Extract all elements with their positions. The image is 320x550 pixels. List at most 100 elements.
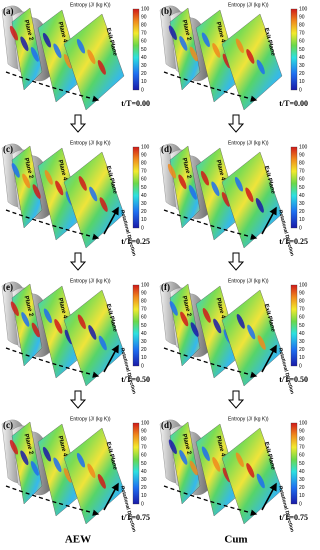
colorbar-tick: 100	[141, 144, 150, 150]
contour-blob	[169, 301, 178, 316]
colorbar-title: Entropy (J/ (kg K))	[228, 2, 269, 8]
contour-blob	[180, 311, 189, 327]
contour-blob	[63, 468, 72, 483]
sweep-arrow	[5, 209, 100, 240]
colorbar-tick: 10	[141, 355, 147, 361]
contour-blob	[201, 32, 210, 48]
colorbar-tick: 20	[141, 485, 147, 491]
contour-blob	[76, 38, 86, 54]
contour-blob	[53, 457, 62, 473]
colorbar-tick: 40	[141, 469, 147, 475]
contour-plane	[169, 283, 201, 367]
colorbar-title: Entropy (J/ (kg K))	[70, 416, 111, 422]
contour-blob	[87, 463, 96, 479]
contour-blob	[235, 452, 244, 468]
panel: Plane 2 Plane 4 Exit Plane(f)Entropy (J/ (…	[159, 278, 308, 395]
time-label: t/T=0.00	[279, 99, 308, 108]
colorbar-tick: 30	[299, 63, 305, 69]
colorbar-tick: 90	[141, 290, 147, 296]
sweep-arrow	[163, 209, 258, 240]
colorbar-tick: 40	[141, 193, 147, 199]
colorbar-tick: 40	[141, 331, 147, 337]
colorbar-tick: 0	[141, 363, 144, 369]
step-arrow	[69, 114, 87, 133]
colorbar-tick: 70	[141, 445, 147, 451]
contour-blob	[42, 446, 52, 462]
time-label: t/T=0.25	[279, 237, 308, 246]
colorbar-tick: 80	[299, 161, 305, 167]
colorbar-tick: 30	[299, 477, 305, 483]
colorbar-title: Entropy (J/ (kg K))	[228, 416, 269, 422]
colorbar-title: Entropy (J/ (kg K))	[228, 140, 269, 146]
colorbar-tick: 60	[141, 453, 147, 459]
panel: Plane 2 Plane 4 Exit Plane(c)Entropy (J/ (…	[1, 140, 150, 257]
contour-blob	[221, 192, 230, 207]
colorbar-tick: 0	[141, 87, 144, 93]
colorbar-tick: 90	[299, 290, 305, 296]
colorbar-tick: 50	[141, 461, 147, 467]
rotation-arrow	[261, 206, 277, 235]
colorbar-tick: 60	[141, 315, 147, 321]
contour-blob	[189, 46, 198, 62]
colorbar-tick: 20	[299, 209, 305, 215]
colorbar-tick: 50	[141, 323, 147, 329]
step-arrow	[227, 252, 245, 271]
colorbar-tick: 80	[141, 299, 147, 305]
colorbar-tick: 60	[299, 453, 305, 459]
contour-blob	[20, 450, 29, 466]
rotation-arrow	[103, 344, 119, 373]
plane-label: Plane 2	[181, 157, 192, 179]
contour-plane	[221, 289, 283, 387]
colorbar-tick: 50	[141, 185, 147, 191]
colorbar-tick: 0	[299, 501, 302, 507]
colorbar-tick: 10	[141, 493, 147, 499]
colorbar-tick: 30	[141, 339, 147, 345]
panel-label: (d)	[161, 420, 172, 430]
colorbar-tick: 60	[299, 315, 305, 321]
colorbar-tick: 10	[299, 355, 305, 361]
contour-blob	[168, 25, 177, 41]
panel: Plane 2 Plane 4 Exit Plane(a)Entropy (J/ (…	[1, 2, 150, 111]
panel: Plane 2 Plane 4 Exit Plane(d)Entropy (J/ (…	[159, 416, 308, 533]
colorbar-tick: 90	[141, 428, 147, 434]
colorbar-tick: 20	[299, 347, 305, 353]
colorbar-tick: 10	[141, 217, 147, 223]
contour-blob	[255, 198, 264, 213]
plane-label: Plane 2	[181, 295, 192, 317]
contour-blob	[201, 446, 210, 462]
plane-label: Plane 4	[57, 159, 68, 181]
rotation-arrow	[261, 344, 277, 373]
contour-blob	[200, 170, 210, 186]
contour-blob	[168, 439, 177, 455]
colorbar	[290, 146, 298, 229]
colorbar-tick: 90	[299, 14, 305, 20]
colorbar-tick: 30	[141, 201, 147, 207]
colorbar	[132, 146, 140, 229]
colorbar-tick: 50	[141, 47, 147, 53]
contour-blob	[246, 463, 255, 478]
step-arrow	[69, 252, 87, 271]
contour-blob	[212, 43, 221, 58]
colorbar-tick: 0	[141, 501, 144, 507]
colorbar-tick: 20	[141, 71, 147, 77]
colorbar-tick: 80	[299, 23, 305, 29]
colorbar-tick: 60	[141, 39, 147, 45]
contour-blob	[257, 335, 266, 350]
step-arrow	[227, 114, 245, 133]
colorbar-tick: 0	[299, 87, 302, 93]
panel-label: (f)	[161, 282, 170, 292]
colorbar-tick: 90	[299, 428, 305, 434]
colorbar-tick: 30	[299, 201, 305, 207]
panel-label: (c)	[3, 420, 13, 430]
contour-blob	[11, 163, 20, 178]
colorbar-tick: 20	[299, 485, 305, 491]
contour-blob	[31, 322, 40, 338]
contour-plane	[63, 151, 125, 249]
contour-blob	[20, 36, 29, 52]
panel-label: (d)	[161, 144, 172, 154]
colorbar-tick: 10	[299, 79, 305, 85]
sweep-arrow	[163, 485, 258, 516]
contour-blob	[247, 324, 256, 340]
contour-blob	[189, 460, 198, 476]
